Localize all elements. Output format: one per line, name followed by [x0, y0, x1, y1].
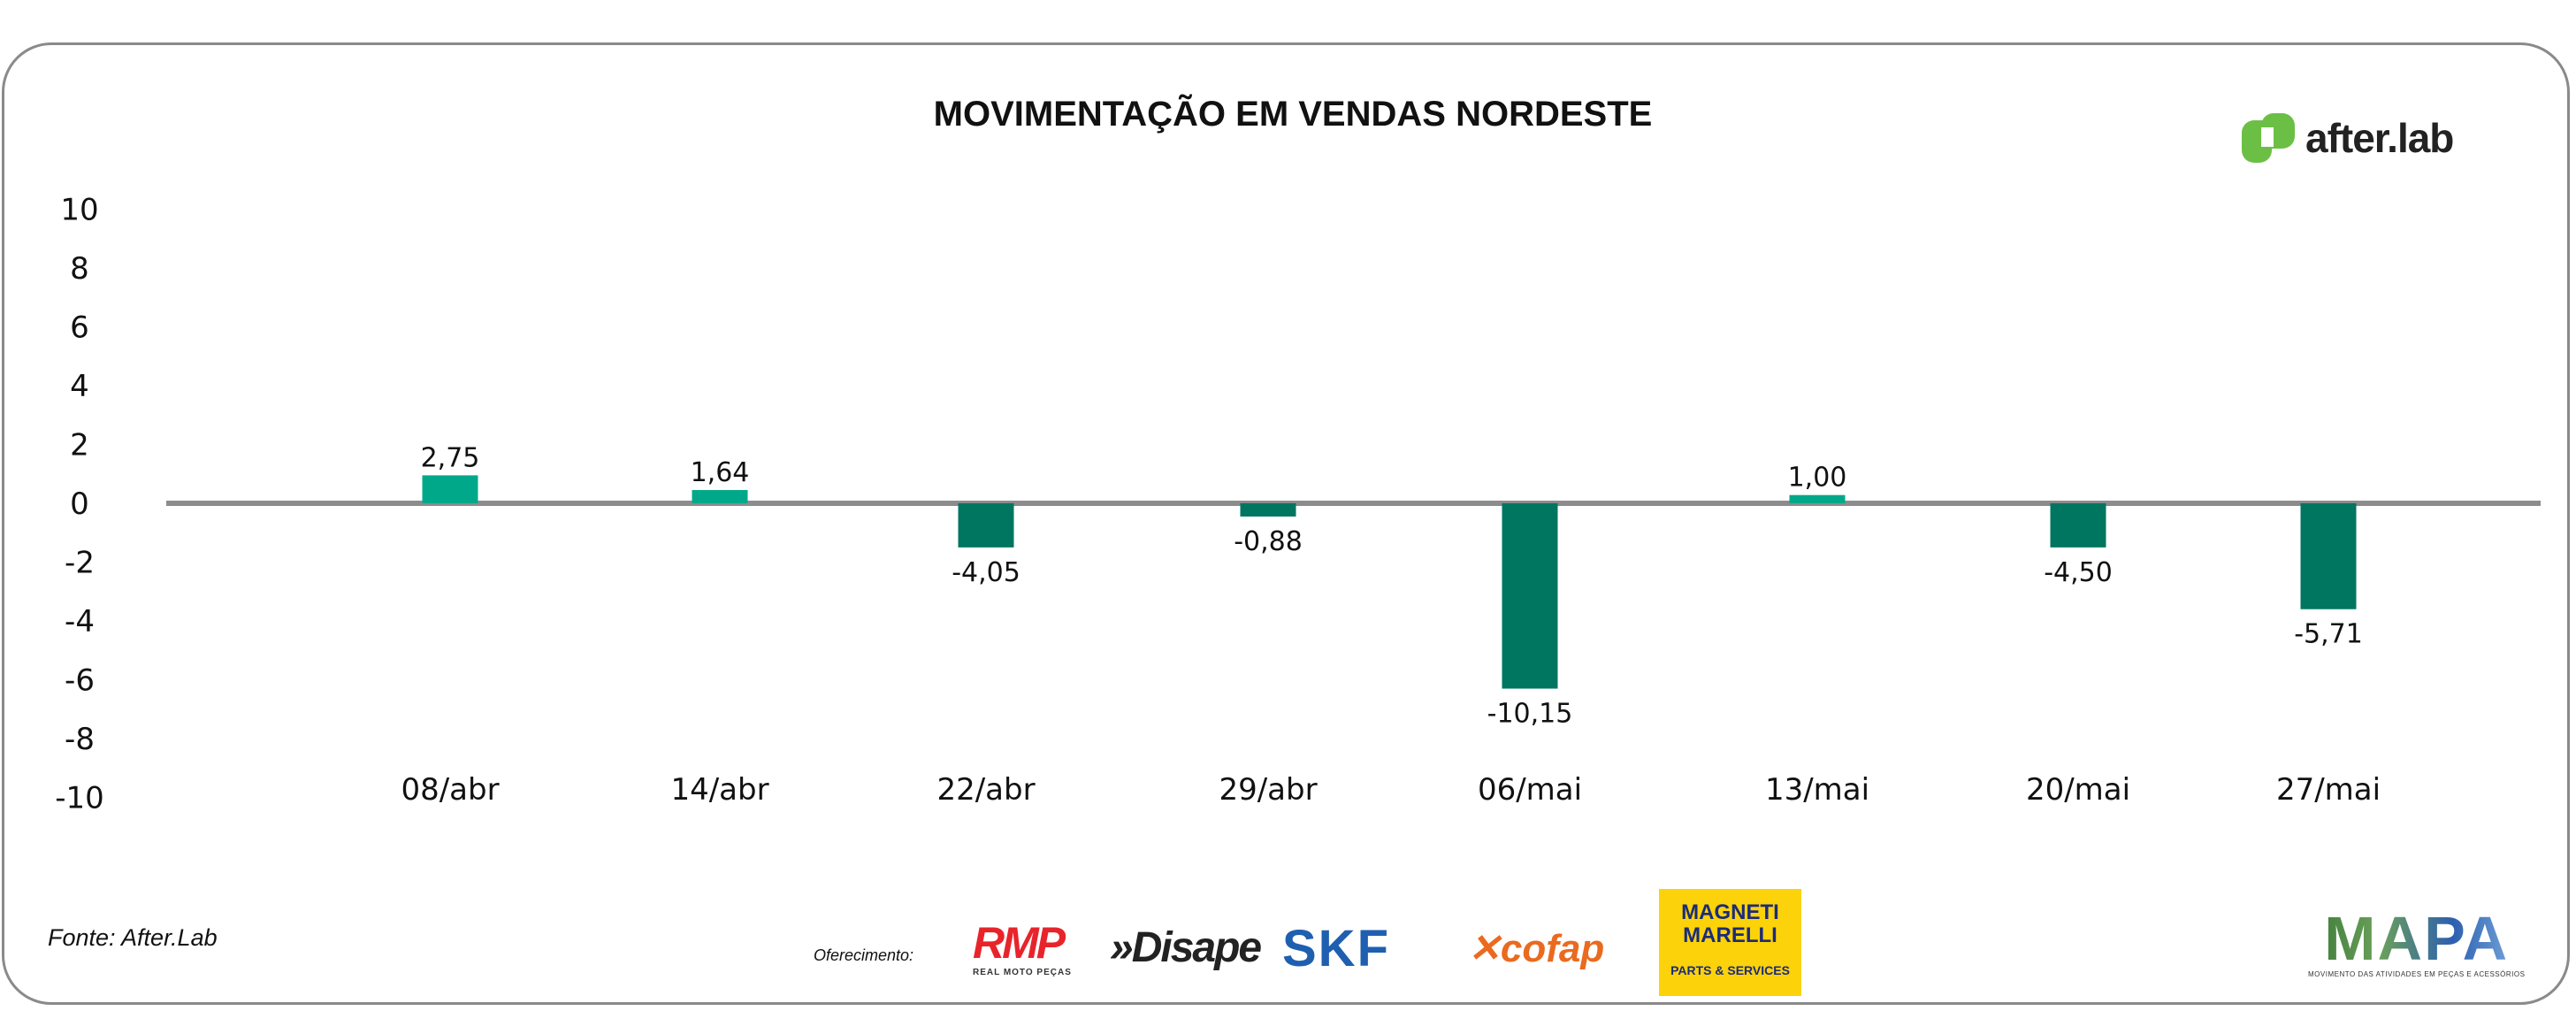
bar	[2300, 503, 2357, 609]
y-tick-label: -8	[65, 722, 95, 757]
y-tick-label: -10	[55, 781, 104, 816]
x-tick-label: 14/abr	[670, 772, 768, 808]
bar	[1502, 503, 1558, 689]
y-tick-label: -2	[65, 546, 95, 581]
mapa-logo-text: MAPA	[2308, 907, 2525, 970]
x-tick-label: 27/mai	[2276, 772, 2381, 808]
x-tick-label: 29/abr	[1219, 772, 1317, 808]
x-tick-label: 20/mai	[2026, 772, 2130, 808]
rmp-logo-text: RMP	[973, 918, 1066, 968]
afterlab-logo: after.lab	[2242, 113, 2454, 163]
magneti-marelli-logo-subtitle: PARTS & SERVICES	[1670, 963, 1790, 977]
y-tick-label: 2	[70, 427, 89, 463]
x-tick-label: 22/abr	[936, 772, 1035, 808]
data-label: -4,05	[952, 557, 1020, 588]
mapa-logo-subtitle: MOVIMENTO DAS ATIVIDADES EM PEÇAS E ACES…	[2308, 970, 2526, 978]
chart-frame	[2, 42, 2570, 1005]
y-tick-label: 4	[70, 369, 89, 404]
y-tick-label: 8	[70, 251, 89, 287]
bar	[958, 503, 1014, 548]
data-label: 1,00	[1788, 463, 1847, 494]
x-tick-label: 13/mai	[1765, 772, 1869, 808]
x-tick-label: 06/mai	[1478, 772, 1582, 808]
bar	[2050, 503, 2106, 548]
bar	[692, 490, 748, 503]
bar	[1240, 503, 1296, 517]
cofap-logo-text: cofap	[1500, 927, 1605, 970]
data-label: 1,64	[691, 457, 750, 488]
x-tick-label: 08/abr	[401, 772, 499, 808]
disape-logo-text: Disape	[1131, 924, 1262, 971]
mapa-logo: MAPA MOVIMENTO DAS ATIVIDADES EM PEÇAS E…	[2308, 907, 2525, 979]
sponsor-cofap-logo: ✕cofap	[1468, 927, 1605, 970]
y-tick-label: 6	[70, 310, 89, 345]
sponsor-label: Oferecimento:	[814, 946, 914, 964]
y-tick-label: -4	[65, 604, 95, 640]
afterlab-mark-icon	[2242, 113, 2297, 163]
data-label: -0,88	[1234, 526, 1303, 557]
afterlab-logo-text: after.lab	[2305, 115, 2454, 161]
bar	[1789, 494, 1846, 503]
data-label: -5,71	[2294, 619, 2363, 650]
sponsor-disape-logo: »Disape	[1110, 924, 1262, 971]
bar	[422, 475, 478, 503]
chart-title: MOVIMENTAÇÃO EM VENDAS NORDESTE	[933, 95, 1653, 134]
sponsor-rmp-logo: RMP REAL MOTO PEÇAS	[973, 920, 1072, 978]
data-label: -10,15	[1487, 699, 1573, 730]
rmp-logo-subtitle: REAL MOTO PEÇAS	[973, 968, 1072, 977]
source-note: Fonte: After.Lab	[48, 924, 218, 951]
sponsor-skf-logo: SKF	[1282, 920, 1390, 977]
y-tick-label: -6	[65, 663, 95, 699]
data-label: -4,50	[2044, 557, 2113, 588]
magneti-marelli-logo-text: MAGNETI MARELLI	[1681, 900, 1779, 947]
y-tick-label: 0	[70, 486, 89, 522]
data-label: 2,75	[421, 442, 480, 473]
y-tick-label: 10	[60, 192, 98, 227]
sponsor-magneti-marelli-logo: MAGNETI MARELLI PARTS & SERVICES	[1659, 889, 1801, 996]
